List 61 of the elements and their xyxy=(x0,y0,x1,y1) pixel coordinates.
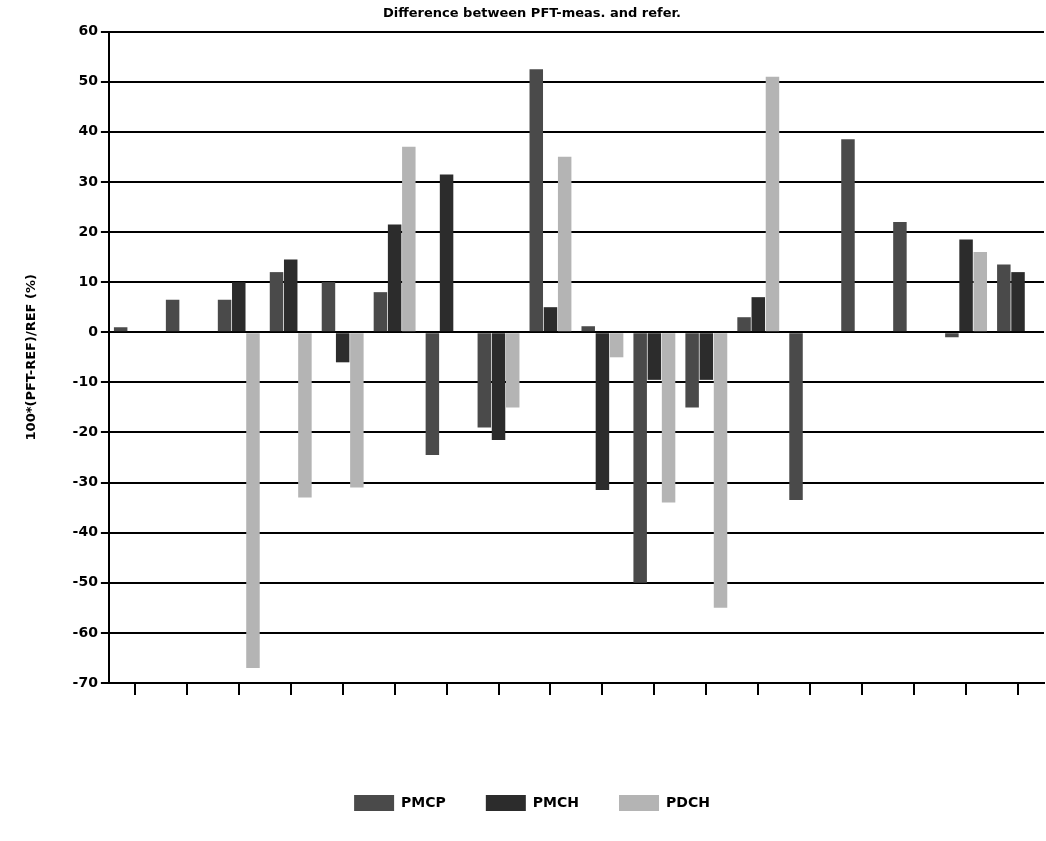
y-tick-label: -70 xyxy=(72,673,99,690)
legend-label: PMCH xyxy=(532,793,580,810)
bar xyxy=(165,299,180,332)
y-tick-label: 40 xyxy=(78,122,99,139)
bar xyxy=(633,333,647,583)
bar xyxy=(789,333,803,501)
bar xyxy=(557,156,572,332)
bar xyxy=(841,139,855,332)
y-tick-label: -10 xyxy=(72,372,99,389)
bar xyxy=(737,317,751,332)
y-tick-label: 60 xyxy=(78,22,99,39)
y-tick-label: -30 xyxy=(72,473,99,490)
bar xyxy=(439,174,454,332)
y-tick-label: 50 xyxy=(78,72,99,89)
y-tick-label: 30 xyxy=(78,172,99,189)
y-axis-title: 100*(PFT-REF)/REF (%) xyxy=(23,274,39,441)
bar xyxy=(505,333,520,408)
bar xyxy=(647,333,662,380)
bar xyxy=(113,327,128,332)
y-tick-label: 20 xyxy=(78,222,99,239)
bar xyxy=(217,299,232,332)
bar xyxy=(335,333,350,363)
bar xyxy=(232,282,246,332)
bar xyxy=(609,333,624,358)
bar xyxy=(685,333,699,408)
legend-label: PMCP xyxy=(401,793,446,810)
bar xyxy=(751,297,766,332)
bar xyxy=(997,264,1011,332)
bar xyxy=(477,333,492,428)
bar xyxy=(973,252,988,332)
y-tick-label: -40 xyxy=(72,523,99,540)
chart-title: Difference between PFT-meas. and refer. xyxy=(382,5,682,21)
y-tick-label: -60 xyxy=(72,623,99,640)
bar xyxy=(402,146,416,332)
bar xyxy=(529,69,544,332)
bar xyxy=(945,333,959,338)
bar xyxy=(543,307,558,332)
bar xyxy=(425,333,440,456)
bar xyxy=(595,333,610,491)
bar xyxy=(283,259,298,332)
y-tick-label: -20 xyxy=(72,423,99,440)
bar xyxy=(765,76,780,332)
bar xyxy=(269,272,284,332)
bar xyxy=(387,224,402,332)
bar xyxy=(959,239,973,332)
bar xyxy=(321,282,336,332)
bar xyxy=(699,333,714,380)
bar xyxy=(713,333,728,608)
bar xyxy=(491,333,506,440)
bar xyxy=(350,333,364,488)
bar xyxy=(298,333,312,498)
bar xyxy=(581,326,595,332)
legend-label: PDCH xyxy=(666,793,710,810)
y-tick-label: 0 xyxy=(88,322,99,339)
y-tick-label: -50 xyxy=(72,573,99,590)
bar xyxy=(1011,272,1025,332)
bar xyxy=(246,333,260,668)
bar xyxy=(373,292,388,332)
bar xyxy=(661,333,676,503)
bar xyxy=(893,222,907,332)
y-tick-label: 10 xyxy=(78,272,99,289)
